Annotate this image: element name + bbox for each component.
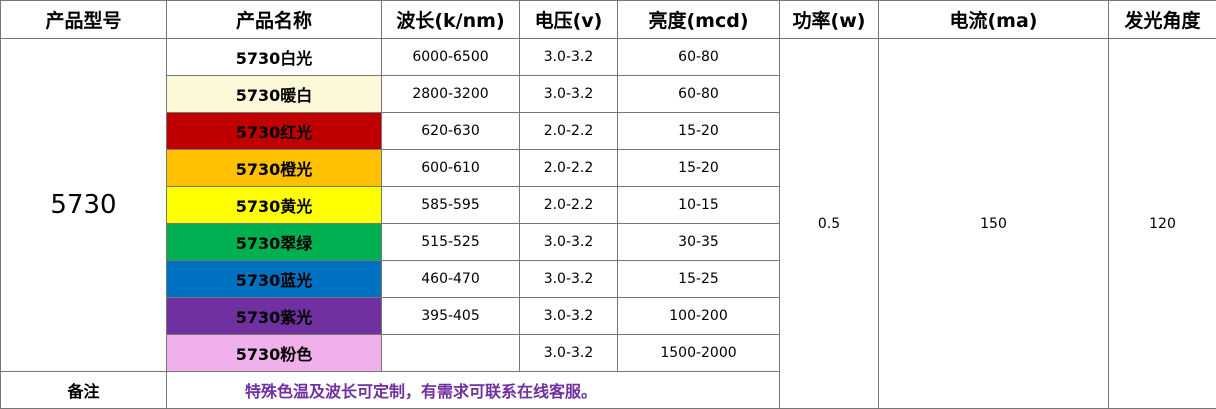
header-row: 产品型号产品名称波长(k/nm)电压(v)亮度(mcd)功率(w)电流(ma)发…: [1, 1, 1216, 39]
power-cell: 0.5: [780, 39, 879, 409]
name-cell: 5730紫光: [167, 298, 382, 335]
header-cell: 发光角度: [1109, 1, 1216, 39]
brightness-cell: 15-20: [618, 113, 780, 150]
voltage-cell: 3.0-3.2: [520, 298, 618, 335]
angle-cell: 120: [1109, 39, 1216, 409]
header-cell: 功率(w): [780, 1, 879, 39]
brightness-cell: 1500-2000: [618, 335, 780, 372]
voltage-cell: 2.0-2.2: [520, 113, 618, 150]
brightness-cell: 10-15: [618, 187, 780, 224]
header-cell: 亮度(mcd): [618, 1, 780, 39]
name-cell: 5730橙光: [167, 150, 382, 187]
brightness-cell: 60-80: [618, 76, 780, 113]
brightness-cell: 15-20: [618, 150, 780, 187]
wavelength-cell: 620-630: [382, 113, 520, 150]
header-cell: 波长(k/nm): [382, 1, 520, 39]
name-cell: 5730白光: [167, 39, 382, 76]
voltage-cell: 3.0-3.2: [520, 224, 618, 261]
voltage-cell: 2.0-2.2: [520, 187, 618, 224]
wavelength-cell: 600-610: [382, 150, 520, 187]
header-cell: 产品名称: [167, 1, 382, 39]
current-cell: 150: [879, 39, 1109, 409]
wavelength-cell: 6000-6500: [382, 39, 520, 76]
brightness-cell: 15-25: [618, 261, 780, 298]
voltage-cell: 3.0-3.2: [520, 261, 618, 298]
header-cell: 电压(v): [520, 1, 618, 39]
wavelength-cell: 395-405: [382, 298, 520, 335]
name-cell: 5730蓝光: [167, 261, 382, 298]
voltage-cell: 3.0-3.2: [520, 76, 618, 113]
note-label: 备注: [1, 372, 167, 409]
name-cell: 5730翠绿: [167, 224, 382, 261]
wavelength-cell: 2800-3200: [382, 76, 520, 113]
brightness-cell: 100-200: [618, 298, 780, 335]
wavelength-cell: 515-525: [382, 224, 520, 261]
name-cell: 5730黄光: [167, 187, 382, 224]
header-cell: 产品型号: [1, 1, 167, 39]
wavelength-cell: [382, 335, 520, 372]
wavelength-cell: 585-595: [382, 187, 520, 224]
wavelength-cell: 460-470: [382, 261, 520, 298]
header-cell: 电流(ma): [879, 1, 1109, 39]
name-cell: 5730粉色: [167, 335, 382, 372]
brightness-cell: 60-80: [618, 39, 780, 76]
model-cell: 5730: [1, 39, 167, 372]
name-cell: 5730红光: [167, 113, 382, 150]
voltage-cell: 3.0-3.2: [520, 335, 618, 372]
brightness-cell: 30-35: [618, 224, 780, 261]
name-cell: 5730暖白: [167, 76, 382, 113]
note-text: 特殊色温及波长可定制，有需求可联系在线客服。: [167, 372, 780, 409]
voltage-cell: 2.0-2.2: [520, 150, 618, 187]
voltage-cell: 3.0-3.2: [520, 39, 618, 76]
